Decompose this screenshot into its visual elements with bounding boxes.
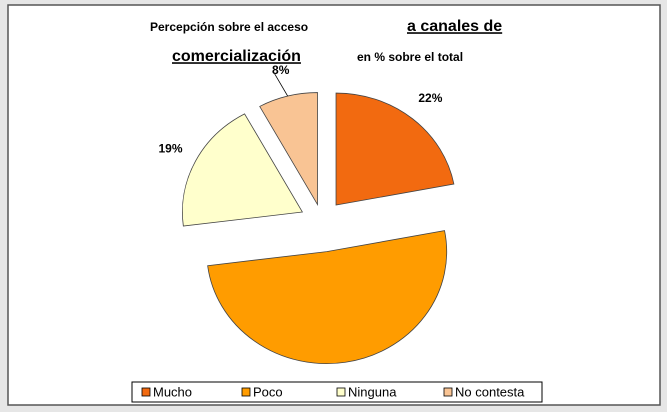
- data-label: 19%: [159, 142, 183, 156]
- legend-swatch: [241, 387, 251, 397]
- legend-label: Mucho: [153, 384, 192, 399]
- data-label: 22%: [418, 91, 442, 105]
- pie-slice: [259, 92, 318, 207]
- legend-swatch: [336, 387, 346, 397]
- pie-slice: [335, 92, 455, 206]
- legend-swatch: [443, 387, 453, 397]
- legend-label: Poco: [253, 384, 283, 399]
- pie-slice: [182, 113, 304, 227]
- chart-title: a canales de: [407, 18, 502, 35]
- chart-title: Percepción sobre el acceso: [150, 20, 308, 34]
- leader-line: [274, 73, 289, 97]
- chart-title: en % sobre el total: [357, 50, 463, 64]
- data-label: 8%: [272, 63, 290, 77]
- chart-title: comercialización: [172, 48, 301, 65]
- legend-label: No contesta: [455, 384, 525, 399]
- legend-label: Ninguna: [348, 384, 397, 399]
- legend-swatch: [141, 387, 151, 397]
- pie-slice: [207, 230, 448, 364]
